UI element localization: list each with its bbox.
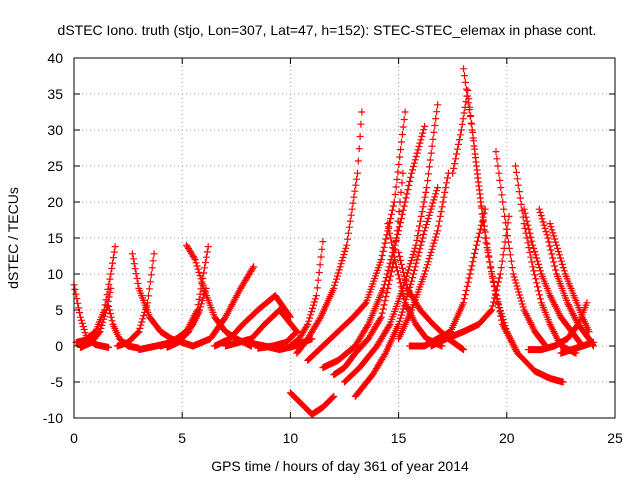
series-arc-29 bbox=[460, 65, 567, 386]
series-marks bbox=[524, 299, 591, 354]
data-marks bbox=[70, 65, 597, 418]
x-tick-label: 25 bbox=[607, 430, 623, 446]
series-marks bbox=[211, 292, 294, 350]
series-arc-15 bbox=[254, 328, 301, 352]
x-tick-label: 15 bbox=[391, 430, 407, 446]
axes bbox=[73, 57, 616, 419]
y-tick-label: 25 bbox=[47, 158, 63, 174]
series-arc-34 bbox=[535, 205, 597, 350]
y-tick-label: -10 bbox=[43, 410, 63, 426]
series-marks bbox=[460, 65, 567, 386]
y-tick-label: -5 bbox=[51, 374, 64, 390]
series-arc-16 bbox=[286, 389, 338, 418]
x-tick-labels: 0 5 10 15 20 25 bbox=[70, 430, 623, 446]
series-arc-2 bbox=[72, 243, 119, 346]
series-arc-31 bbox=[492, 148, 550, 350]
series-arc-21 bbox=[330, 169, 407, 379]
series-marks bbox=[163, 306, 203, 351]
series-arc-3 bbox=[77, 284, 115, 351]
y-tick-label: 35 bbox=[47, 86, 63, 102]
series-marks bbox=[286, 238, 327, 350]
series-marks bbox=[405, 205, 489, 350]
series-arc-11 bbox=[189, 263, 258, 350]
y-tick-label: 15 bbox=[47, 230, 63, 246]
y-tick-label: 30 bbox=[47, 122, 63, 138]
series-marks bbox=[304, 108, 409, 364]
series-marks bbox=[427, 212, 513, 350]
series-marks bbox=[189, 263, 258, 350]
x-tick-label: 5 bbox=[178, 430, 186, 446]
x-tick-label: 10 bbox=[283, 430, 299, 446]
series-arc-22 bbox=[341, 101, 442, 386]
y-axis-label: dSTEC / TECUs bbox=[5, 187, 21, 289]
series-marks bbox=[254, 328, 301, 352]
series-marks bbox=[77, 284, 115, 351]
series-arc-36 bbox=[524, 299, 591, 354]
series-marks bbox=[293, 108, 366, 357]
series-marks bbox=[341, 101, 442, 386]
series-arc-18 bbox=[293, 108, 366, 357]
series-arc-26 bbox=[405, 205, 489, 350]
series-arc-27 bbox=[395, 169, 452, 343]
series-arc-30 bbox=[427, 212, 513, 350]
y-tick-label: 0 bbox=[55, 338, 63, 354]
x-axis-label: GPS time / hours of day 361 of year 2014 bbox=[211, 458, 469, 474]
chart-title: dSTEC Iono. truth (stjo, Lon=307, Lat=47… bbox=[58, 22, 597, 38]
y-tick-label: 5 bbox=[55, 302, 63, 318]
series-arc-23 bbox=[351, 184, 442, 400]
series-marks bbox=[395, 169, 452, 343]
series-marks bbox=[557, 338, 597, 357]
series-marks bbox=[286, 389, 338, 418]
series-arc-12 bbox=[211, 292, 294, 350]
series-marks bbox=[535, 205, 597, 350]
y-tick-label: 40 bbox=[47, 50, 63, 66]
series-arc-33 bbox=[520, 205, 586, 350]
y-tick-labels: -10 -5 0 5 10 15 20 25 30 35 40 bbox=[43, 50, 63, 426]
y-tick-label: 10 bbox=[47, 266, 63, 282]
series-marks bbox=[330, 169, 407, 379]
series-marks bbox=[492, 148, 550, 350]
series-marks bbox=[351, 184, 442, 400]
x-tick-label: 20 bbox=[499, 430, 515, 446]
series-arc-37 bbox=[557, 338, 597, 357]
y-tick-label: 20 bbox=[47, 194, 63, 210]
series-arc-19 bbox=[304, 108, 409, 364]
series-arc-17 bbox=[286, 238, 327, 350]
series-marks bbox=[72, 243, 119, 346]
x-tick-label: 0 bbox=[70, 430, 78, 446]
series-arc-9 bbox=[163, 306, 203, 351]
series-marks bbox=[520, 205, 586, 350]
